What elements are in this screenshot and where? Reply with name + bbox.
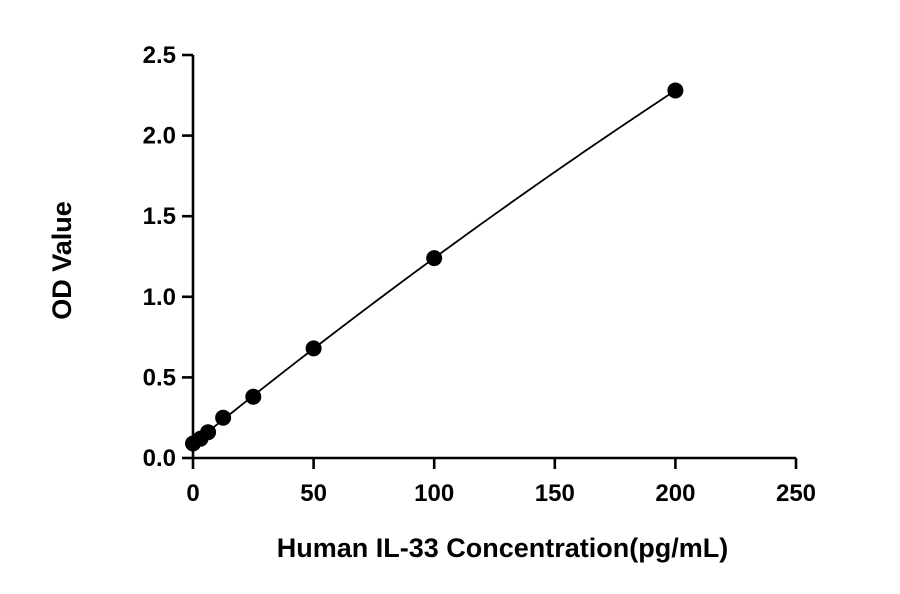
data-point [200,424,217,441]
y-tick-label: 0.0 [143,445,176,472]
data-point [215,409,232,426]
y-tick-label: 0.5 [143,364,176,391]
y-axis-title: OD Value [47,201,77,320]
x-tick-label: 250 [776,480,816,507]
x-tick-label: 200 [655,480,695,507]
data-points [185,82,684,452]
y-tick-label: 1.5 [143,203,176,230]
y-tick-label: 2.0 [143,123,176,150]
y-tick-label: 1.0 [143,284,176,311]
fit-curve [192,89,676,445]
x-tick-label: 100 [414,480,454,507]
x-tick-label: 0 [186,480,199,507]
axes [191,55,796,460]
y-tick-label: 2.5 [143,42,176,69]
data-point [667,82,684,99]
data-point [305,340,322,357]
data-point [245,388,262,405]
ticks: 0.0 0.5 1.0 1.5 2.0 2.5 0 50 100 150 200 250 [143,42,816,507]
x-axis-title: Human IL-33 Concentration(pg/mL) [277,533,729,563]
x-tick-label: 150 [535,480,575,507]
data-point [426,250,443,267]
x-tick-label: 50 [300,480,327,507]
